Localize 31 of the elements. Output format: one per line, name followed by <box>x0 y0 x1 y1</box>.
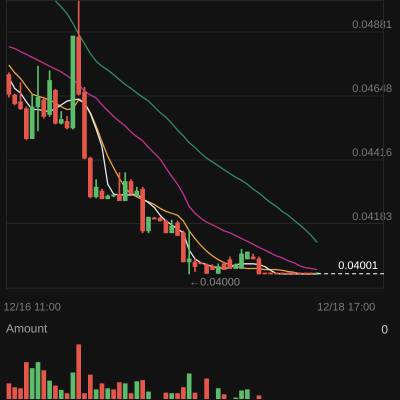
bar <box>164 392 168 399</box>
bar <box>47 380 52 399</box>
bar <box>41 370 46 399</box>
ref-line-label: 0.04001 <box>338 260 378 272</box>
bar <box>192 392 198 399</box>
bar <box>70 372 76 399</box>
annotation: ←0.04000 <box>189 276 240 289</box>
bar <box>169 393 174 399</box>
bar <box>100 383 104 399</box>
bar <box>53 386 58 399</box>
bar <box>105 388 110 399</box>
bar <box>94 389 98 399</box>
y-tick-label: 0.04881 <box>352 19 392 32</box>
bar <box>122 383 128 399</box>
bar <box>146 392 151 399</box>
bar <box>256 395 262 399</box>
bar <box>140 380 145 399</box>
x-tick-label: 12/16 11:00 <box>4 301 61 314</box>
bar <box>128 393 134 399</box>
text: 0 <box>381 322 388 336</box>
y-tick-label: 0.04416 <box>352 146 392 159</box>
bar <box>64 393 70 399</box>
bar <box>216 388 221 399</box>
y-tick-label: 0.04183 <box>352 210 392 223</box>
bar <box>134 381 140 399</box>
x-tick-label: 12/18 17:00 <box>317 301 376 314</box>
bar <box>186 374 192 399</box>
bar <box>204 378 209 399</box>
bar <box>58 390 64 399</box>
bar <box>222 394 226 399</box>
chart-title: Amount <box>6 322 48 336</box>
